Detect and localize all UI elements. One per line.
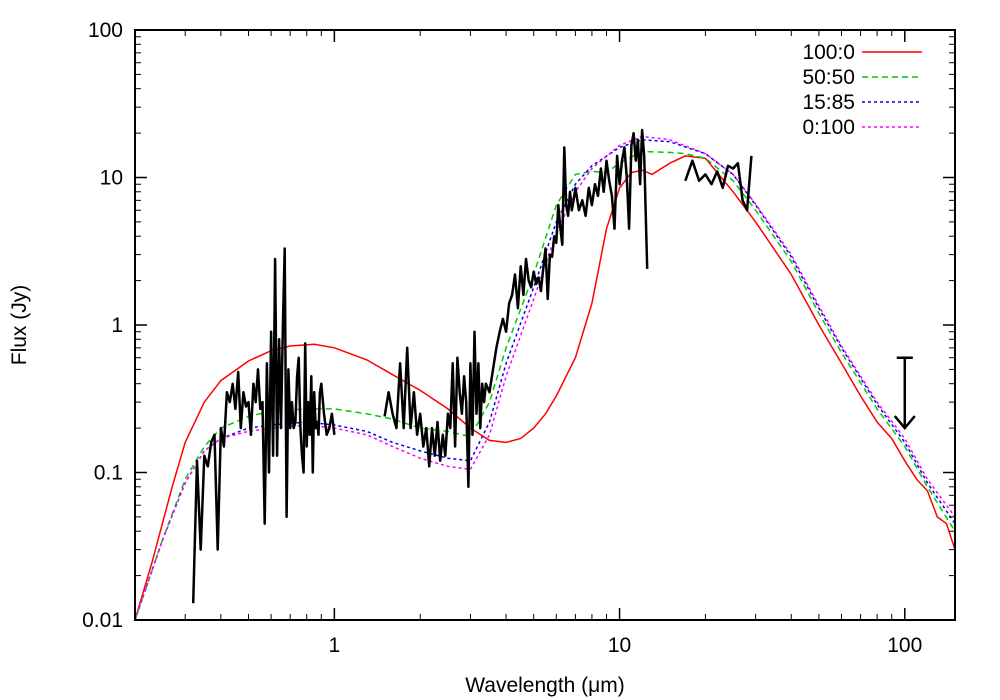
observed-spectrum-segment bbox=[684, 155, 753, 212]
series-line-0-100 bbox=[135, 135, 955, 620]
legend-label: 50:50 bbox=[802, 66, 855, 89]
plot-frame bbox=[134, 29, 956, 621]
plot-area bbox=[135, 128, 955, 620]
y-tick-label: 1 bbox=[111, 314, 123, 337]
series-line-15-85 bbox=[135, 139, 955, 620]
y-tick-label: 10 bbox=[100, 167, 123, 190]
legend-label: 0:100 bbox=[802, 116, 855, 139]
y-tick-label: 0.1 bbox=[94, 462, 123, 485]
plot-series bbox=[135, 128, 955, 620]
x-tick-label: 10 bbox=[608, 634, 631, 657]
legend-label: 15:85 bbox=[802, 91, 855, 114]
upper-limit-arrow-head bbox=[893, 415, 916, 431]
series-line-100-0 bbox=[135, 155, 955, 620]
x-axis-label: Wavelength (μm) bbox=[465, 674, 625, 697]
observed-spectrum-segment bbox=[383, 128, 649, 489]
series-line-50-50 bbox=[135, 150, 955, 620]
x-tick-label: 100 bbox=[887, 634, 922, 657]
x-tick-label: 1 bbox=[329, 634, 341, 657]
y-tick-label: 100 bbox=[88, 19, 123, 42]
y-axis-label: Flux (Jy) bbox=[8, 285, 31, 366]
axis-labels: Wavelength (μm) Flux (Jy) bbox=[8, 285, 625, 697]
observed-spectrum-segment bbox=[191, 247, 336, 604]
y-tick-label: 0.01 bbox=[82, 609, 123, 632]
legend-label: 100:0 bbox=[802, 41, 855, 64]
axis-ticks: 1 10 100 0.01 0.1 1 10 100 bbox=[82, 19, 955, 657]
